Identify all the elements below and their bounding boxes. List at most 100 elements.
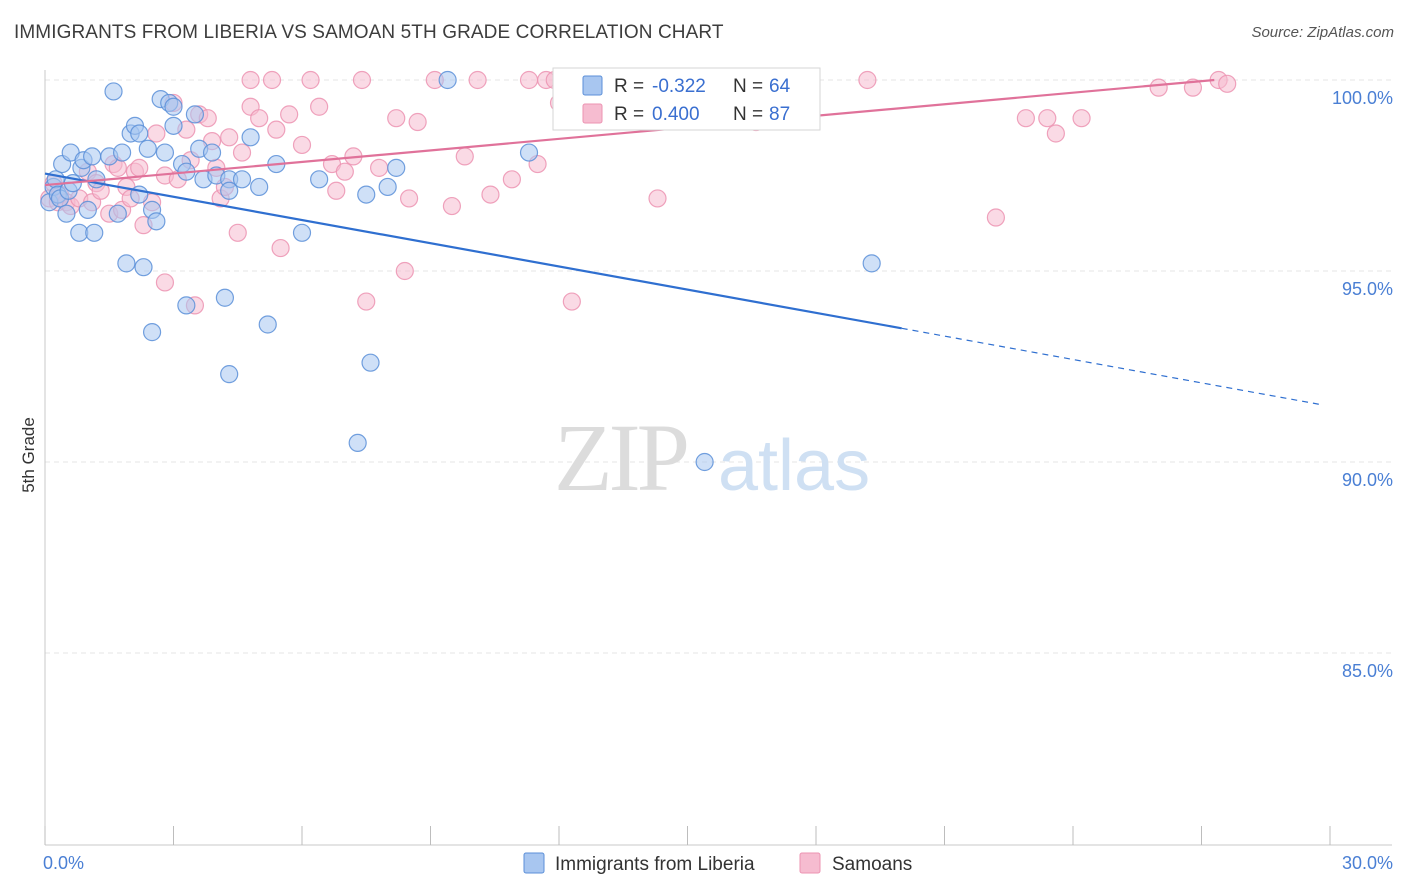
y-tick-label: 85.0% [1342,661,1393,681]
samoan-point [399,189,419,208]
liberia-trend-line [44,172,902,330]
samoan-point [147,124,166,143]
liberia-point [85,223,104,242]
liberia-point [164,97,183,116]
samoan-point [250,109,269,128]
samoan-point [267,120,286,139]
samoan-point [262,70,282,90]
liberia-point [241,128,260,147]
stats-samoan-n-label: N = [733,104,763,125]
liberia-point [232,170,252,189]
liberia-point [117,254,136,273]
legend-liberia-swatch [523,852,545,874]
liberia-point [292,223,312,242]
liberia-point [155,143,175,162]
liberia-point [438,70,457,90]
stats-liberia-n-value: 64 [769,76,791,97]
x-tick-label: 0.0% [43,853,84,873]
samoan-point [1072,109,1091,128]
grid-layer: 100.0% 95.0% 90.0% 85.0% [45,79,1393,681]
samoan-point [130,158,149,177]
samoan-point [155,273,175,292]
stats-liberia-swatch [582,75,603,96]
samoan-point [408,112,427,132]
liberia-point [177,296,196,315]
samoan-point [327,181,346,200]
liberia-point [220,365,239,384]
liberia-point [142,323,162,342]
liberia-point [104,82,123,101]
stats-samoan-n-value: 87 [769,104,790,125]
samoan-point [370,158,389,177]
liberia-point [357,185,376,204]
trend-layer [44,78,1322,406]
samoan-point [301,70,320,90]
liberia-point [250,177,269,197]
samoan-point [519,70,539,90]
samoan-point [986,208,1006,227]
samoan-point [352,70,372,90]
samoan-point [387,109,406,128]
liberia-point [361,353,380,372]
liberia-point [134,258,153,277]
liberia-point [78,200,97,219]
liberia-point [164,116,183,135]
y-tick-label: 90.0% [1342,470,1393,490]
samoan-point [1038,109,1057,128]
liberia-point [130,124,149,143]
watermark-atlas: atlas [718,426,870,506]
liberia-point [108,204,127,223]
liberia-point [387,158,406,177]
watermark: ZIP atlas [554,404,870,511]
liberia-point [147,212,166,231]
legend-samoan-swatch [799,852,821,874]
liberia-point [185,105,205,124]
liberia-point [57,204,76,223]
samoan-point [228,223,247,242]
liberia-point [220,181,239,200]
chart-title: IMMIGRANTS FROM LIBERIA VS SAMOAN 5TH GR… [14,22,724,43]
liberia-point [695,452,714,472]
samoan-point [280,105,299,124]
stats-liberia-r-label: R = [614,76,644,97]
legend-samoan-label: Samoans [832,854,912,875]
samoan-point [271,238,290,258]
y-axis-label: 5th Grade [19,417,38,493]
liberia-point [348,433,367,452]
samoan-point [442,196,462,216]
samoan-point [648,189,667,208]
legend-liberia-label: Immigrants from Liberia [555,854,755,875]
stats-liberia-n-label: N = [733,76,763,97]
samoan-point [1016,109,1035,128]
liberia-point [83,147,102,166]
samoan-point [1149,78,1168,97]
stats-liberia-r-value: -0.322 [652,76,706,97]
y-tick-label: 95.0% [1342,279,1393,299]
samoan-point [220,128,239,147]
samoan-point [858,70,877,90]
samoan-point [455,147,474,166]
samoan-trend-line [44,78,1215,187]
x-tick-label: 30.0% [1342,853,1393,873]
samoan-point [481,185,500,204]
samoan-point [1218,74,1237,93]
liberia-point [519,143,539,162]
samoan-point [310,97,329,116]
stats-samoan-swatch [582,103,603,124]
y-tick-label: 100.0% [1332,88,1393,108]
stats-samoan-r-value: 0.400 [652,104,700,125]
samoan-point [502,170,521,189]
liberia-point [138,139,157,158]
samoan-point [468,70,487,90]
samoan-point [562,292,581,311]
bottom-legend: Immigrants from Liberia Samoans [523,852,912,875]
samoan-point [232,143,252,162]
samoan-point [335,162,354,181]
axes-layer: 0.0% 30.0% [43,70,1393,873]
liberia-point [202,143,222,162]
source-credit: Source: ZipAtlas.com [1251,24,1394,41]
watermark-zip: ZIP [554,404,687,511]
stats-samoan-r-label: R = [614,104,644,125]
samoan-point [395,261,414,281]
